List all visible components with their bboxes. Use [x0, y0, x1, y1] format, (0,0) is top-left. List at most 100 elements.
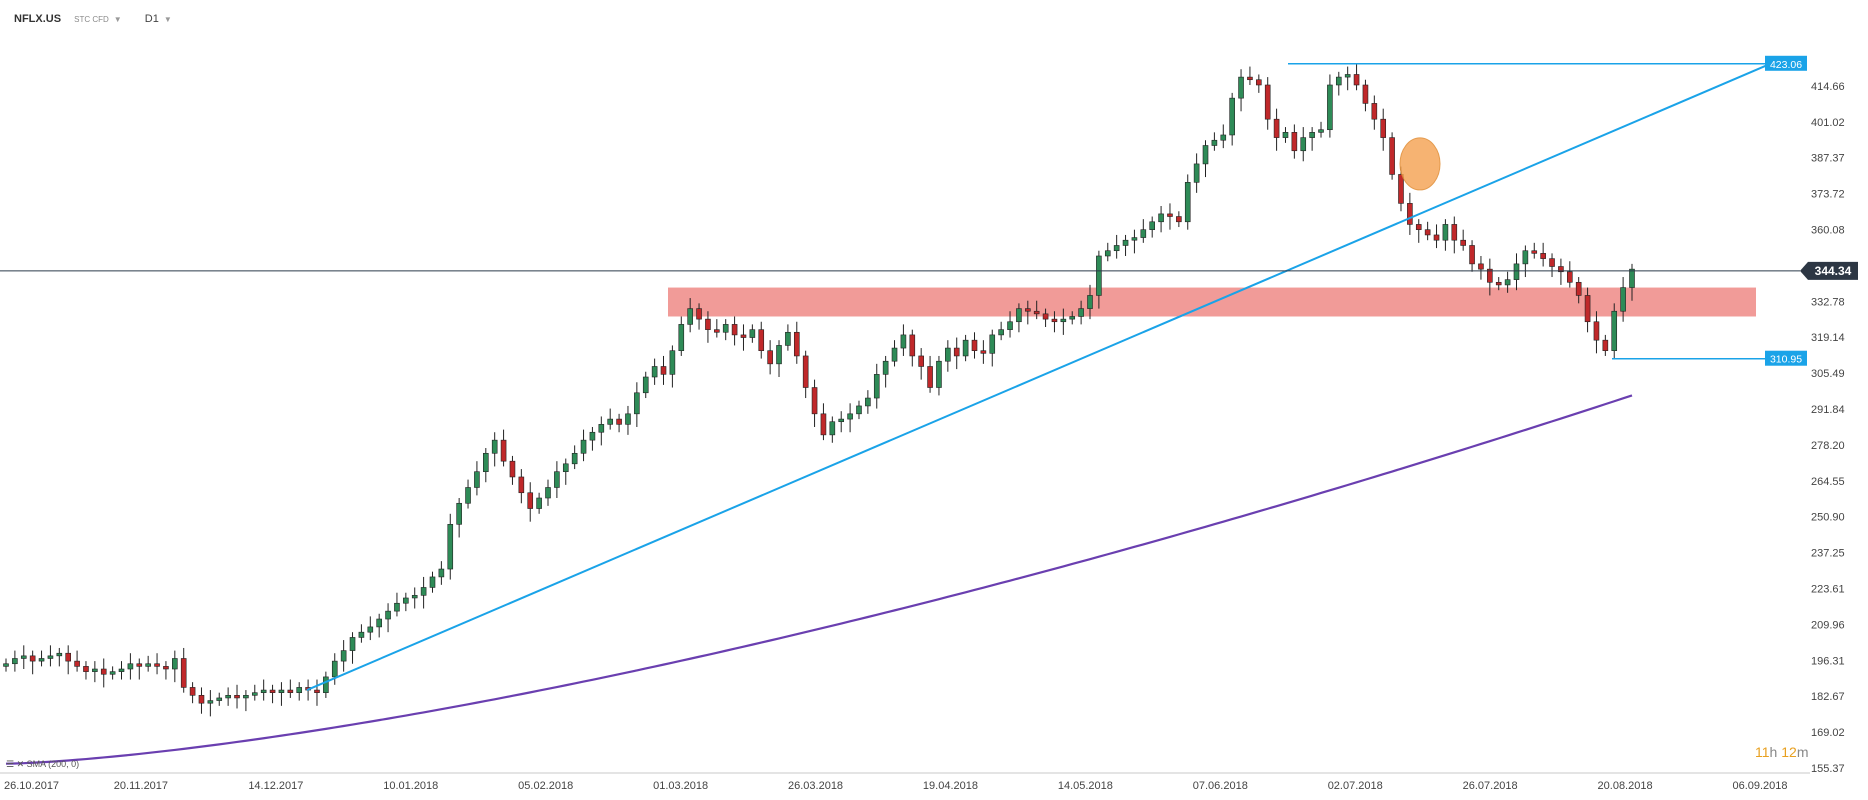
countdown-hours-unit: h — [1769, 744, 1778, 760]
candle-body — [109, 671, 116, 675]
candle-body — [127, 663, 134, 670]
candle-body — [1300, 137, 1307, 152]
resistance-value: 423.06 — [1770, 59, 1802, 71]
candle-body — [1282, 132, 1289, 138]
symbol-label[interactable]: NFLX.US — [14, 13, 62, 25]
candle-body — [403, 597, 409, 604]
candle-body — [953, 347, 960, 357]
candle-body — [562, 463, 569, 473]
candle-body — [1478, 263, 1484, 270]
candle-body — [1025, 308, 1031, 312]
candle-body — [100, 668, 107, 675]
candle-body — [989, 334, 996, 354]
candle-body — [163, 666, 169, 670]
candle-body — [1069, 316, 1076, 320]
menu-icon[interactable]: ☰ — [6, 759, 15, 769]
candle-body — [1335, 76, 1342, 86]
candle-body — [554, 471, 560, 488]
candle-body — [1567, 271, 1573, 283]
candle-body — [740, 334, 747, 338]
candle-body — [865, 397, 871, 407]
chevron-down-icon[interactable]: ▼ — [163, 15, 172, 24]
candle-body — [1007, 321, 1013, 330]
candle-body — [785, 331, 791, 346]
candle-body — [722, 324, 729, 333]
candle-body — [367, 626, 374, 633]
current-price-badge — [1800, 261, 1858, 280]
countdown-minutes: 12 — [1781, 744, 1797, 760]
candle-body — [1247, 76, 1253, 81]
candle-body — [47, 655, 54, 659]
candle-body — [38, 658, 45, 662]
candle-body — [287, 689, 294, 693]
candle-body — [56, 652, 63, 657]
candle-body — [971, 339, 978, 351]
candle-body — [1558, 266, 1564, 273]
x-tick-label: 01.03.2018 — [653, 780, 708, 792]
candle-body — [65, 652, 71, 662]
candle-body — [1176, 216, 1182, 223]
instrument-type-label: STC CFD — [74, 15, 109, 24]
candle-body — [1575, 281, 1582, 296]
candle-body — [1353, 74, 1360, 86]
candles — [3, 63, 1635, 717]
uptrend-line — [306, 63, 1771, 691]
candle-body — [1140, 229, 1147, 238]
y-tick-label: 182.67 — [1811, 691, 1845, 703]
y-tick-label: 250.90 — [1811, 512, 1845, 524]
candle-body — [616, 418, 622, 425]
candle-body — [820, 413, 827, 436]
candle-body — [1495, 281, 1502, 286]
candle-body — [1291, 132, 1298, 152]
x-tick-label: 20.11.2017 — [114, 780, 168, 792]
x-tick-label: 19.04.2018 — [923, 780, 978, 792]
candle-body — [1122, 239, 1129, 246]
candle-body — [1113, 245, 1120, 252]
y-tick-label: 264.55 — [1811, 476, 1845, 488]
candle-body — [1060, 318, 1067, 323]
y-tick-label: 237.25 — [1811, 548, 1845, 560]
candle-body — [1469, 245, 1475, 265]
y-tick-label: 223.61 — [1811, 583, 1845, 595]
candle-body — [438, 568, 445, 578]
candle-body — [278, 689, 285, 693]
candle-body — [331, 660, 338, 678]
candle-body — [429, 576, 436, 588]
candle-body — [1513, 263, 1520, 280]
timeframe-selector[interactable]: D1 — [144, 13, 159, 25]
candle-body — [1327, 84, 1333, 131]
y-tick-label: 209.96 — [1811, 619, 1845, 631]
candle-body — [856, 405, 862, 415]
candle-body — [625, 413, 631, 425]
close-icon[interactable]: ✕ — [16, 759, 25, 769]
candle-body — [180, 658, 187, 688]
sma-legend-label: SMA (200, 0) — [26, 759, 80, 769]
y-tick-label: 319.14 — [1811, 332, 1845, 344]
chevron-down-icon[interactable]: ▼ — [113, 15, 122, 24]
candle-body — [1149, 221, 1155, 230]
candle-body — [216, 697, 223, 701]
candle-body — [589, 431, 596, 441]
candle-body — [1504, 279, 1511, 286]
y-tick-label: 387.37 — [1811, 153, 1845, 165]
resistance-badge — [1765, 55, 1807, 71]
y-tick-label: 373.72 — [1811, 189, 1845, 201]
candle-body — [1096, 255, 1102, 296]
candle-body — [1442, 224, 1449, 241]
y-tick-label: 332.78 — [1811, 296, 1845, 308]
x-tick-label: 26.10.2017 — [4, 780, 59, 792]
candle-body — [1398, 174, 1404, 204]
candle-body — [527, 492, 534, 509]
indicator-legend[interactable]: ☰ ✕ SMA (200, 0) — [6, 759, 79, 770]
candle-body — [243, 695, 249, 699]
candle-body — [340, 650, 347, 662]
candle-body — [1202, 145, 1209, 165]
candle-body — [385, 610, 391, 620]
candle-body — [918, 355, 924, 367]
countdown-hours: 11 — [1755, 744, 1770, 760]
candle-body — [607, 418, 613, 425]
candle-body — [483, 452, 489, 473]
candle-countdown: 11h 12m — [1755, 744, 1808, 760]
